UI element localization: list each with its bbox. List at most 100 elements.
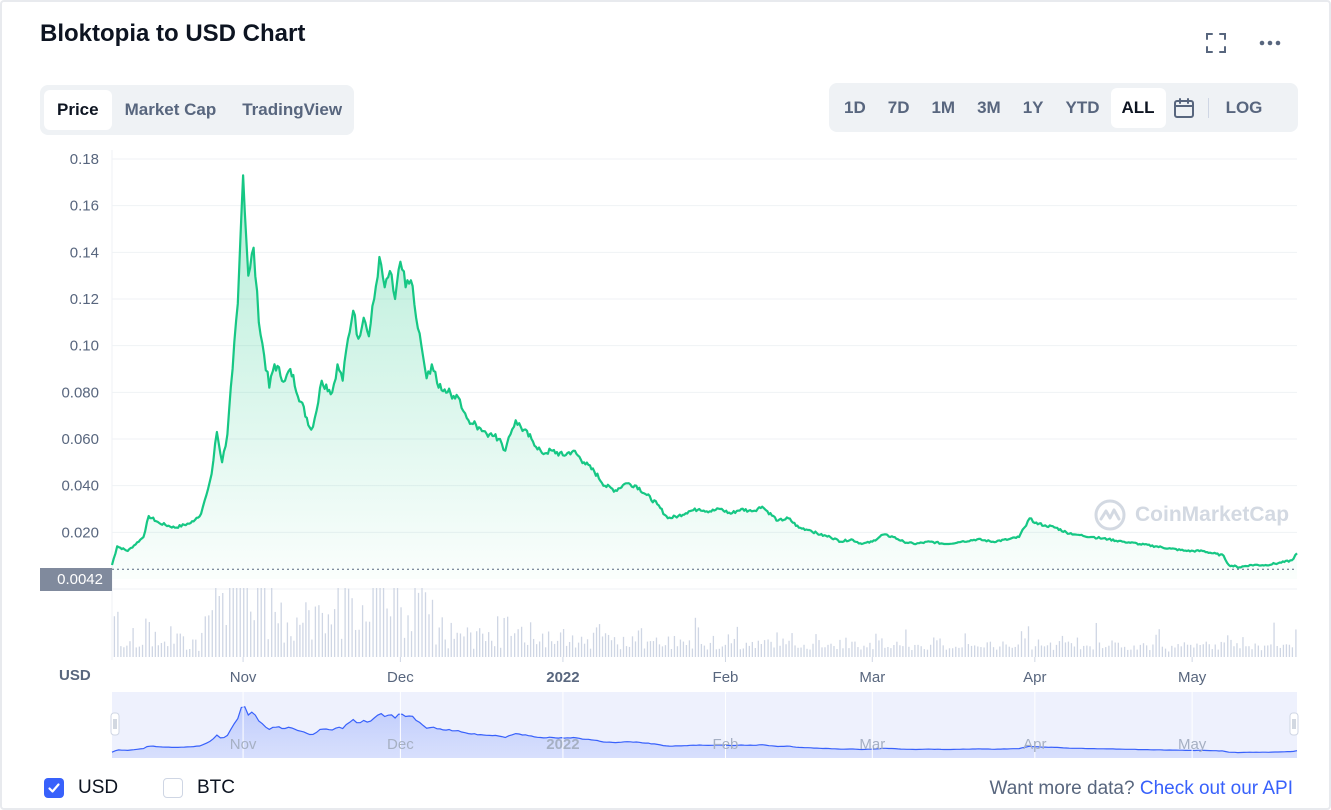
volume-bar <box>682 641 685 657</box>
volume-bar <box>809 649 811 657</box>
volume-bar <box>670 649 673 657</box>
volume-bar <box>739 649 742 657</box>
volume-bar <box>936 640 938 657</box>
volume-bar <box>961 647 963 657</box>
legend-usd[interactable]: USD <box>44 777 118 799</box>
volume-bar <box>763 640 766 657</box>
navigator-right-handle[interactable] <box>1289 712 1299 736</box>
range-1y[interactable]: 1Y <box>1022 97 1044 117</box>
y-tick-label: 0.10 <box>70 338 99 355</box>
volume-bar <box>806 648 808 657</box>
volume-bar <box>337 588 339 657</box>
range-all[interactable]: ALL <box>1110 87 1166 128</box>
price-line[interactable] <box>110 174 1298 569</box>
volume-bar <box>372 588 374 657</box>
volume-bar <box>631 636 634 657</box>
checkbox-unchecked-icon[interactable] <box>163 778 183 798</box>
volume-bar <box>845 637 847 657</box>
volume-bar <box>243 588 245 657</box>
volume-bar <box>541 633 544 657</box>
volume-bar <box>1061 635 1064 657</box>
checkbox-checked-icon[interactable] <box>44 778 64 798</box>
volume-bar <box>1073 646 1076 657</box>
legend-usd-label: USD <box>78 777 119 798</box>
range-3m[interactable]: 3M <box>977 97 1001 117</box>
range-1m[interactable]: 1M <box>931 97 956 117</box>
volume-bar <box>1161 646 1164 657</box>
volume-bar <box>902 646 904 657</box>
volume-bar <box>368 621 371 657</box>
volume-bar <box>1158 629 1160 657</box>
volume-bar <box>1164 648 1167 657</box>
volume-bar <box>658 644 661 657</box>
y-tick-label: 0.16 <box>70 198 99 215</box>
volume-bar <box>1136 649 1138 657</box>
volume-bar <box>151 646 153 657</box>
y-tick-label: 0.040 <box>61 478 99 495</box>
y-tick-label: 0.060 <box>61 431 99 448</box>
volume-bar <box>1055 644 1058 657</box>
api-promo: Want more data? Check out our API <box>990 778 1293 800</box>
volume-bar <box>1017 644 1019 657</box>
volume-bar <box>992 647 995 657</box>
volume-bar <box>403 637 406 657</box>
volume-bar <box>129 641 131 657</box>
navigator-tick-label: Dec <box>387 736 414 753</box>
tab-market-cap[interactable]: Market Cap <box>124 100 217 119</box>
fullscreen-icon[interactable] <box>1201 28 1231 58</box>
volume-bar <box>688 640 691 657</box>
volume-bar <box>1149 650 1151 657</box>
coinmarketcap-logo-icon <box>1094 499 1126 531</box>
volume-bar <box>526 644 529 657</box>
volume-bar <box>899 645 901 657</box>
volume-bar <box>497 616 499 657</box>
volume-bar <box>382 588 385 657</box>
volume-bar <box>839 639 841 657</box>
more-icon[interactable] <box>1255 28 1285 58</box>
x-tick-label: Feb <box>713 669 739 686</box>
range-7d[interactable]: 7D <box>887 97 910 117</box>
volume-bar <box>974 645 976 657</box>
volume-bar <box>160 642 163 657</box>
volume-bar <box>1223 642 1225 657</box>
volume-bar <box>964 633 966 657</box>
volume-bar <box>827 644 829 657</box>
x-tick-label: May <box>1178 669 1207 686</box>
volume-bar <box>550 641 553 657</box>
volume-bar <box>1177 644 1179 657</box>
volume-bar <box>535 644 538 657</box>
volume-bar <box>694 617 697 657</box>
volume-bar <box>640 628 643 657</box>
volume-bar <box>649 641 652 657</box>
log-toggle[interactable]: LOG <box>1225 97 1263 117</box>
volume-bar <box>1205 641 1207 657</box>
volume-bar <box>989 641 992 657</box>
volume-bar <box>1037 639 1040 657</box>
volume-bar <box>250 611 252 657</box>
tab-price[interactable]: Price <box>44 90 112 130</box>
volume-bar <box>344 588 346 657</box>
volume-bar <box>1260 650 1263 657</box>
volume-bar <box>1174 647 1176 657</box>
volume-bar <box>503 617 505 657</box>
volume-bar <box>218 595 220 657</box>
volume-bar <box>1295 629 1297 657</box>
legend-btc[interactable]: BTC <box>163 777 235 799</box>
volume-bar <box>610 640 613 657</box>
volume-bar <box>1282 644 1285 657</box>
volume-bar <box>1285 644 1288 657</box>
calendar-icon[interactable] <box>1166 88 1202 128</box>
range-divider <box>1207 97 1209 118</box>
range-1d[interactable]: 1D <box>844 97 866 117</box>
volume-bar <box>613 637 616 657</box>
volume-bar <box>1027 626 1030 657</box>
api-link[interactable]: Check out our API <box>1139 778 1293 799</box>
volume-bar <box>1043 646 1046 657</box>
volume-bar <box>926 649 929 657</box>
volume-bar <box>851 641 853 657</box>
navigator-left-handle[interactable] <box>110 712 120 736</box>
volume-bar <box>1270 644 1272 657</box>
range-ytd[interactable]: YTD <box>1065 97 1100 117</box>
tab-tradingview[interactable]: TradingView <box>242 100 343 119</box>
